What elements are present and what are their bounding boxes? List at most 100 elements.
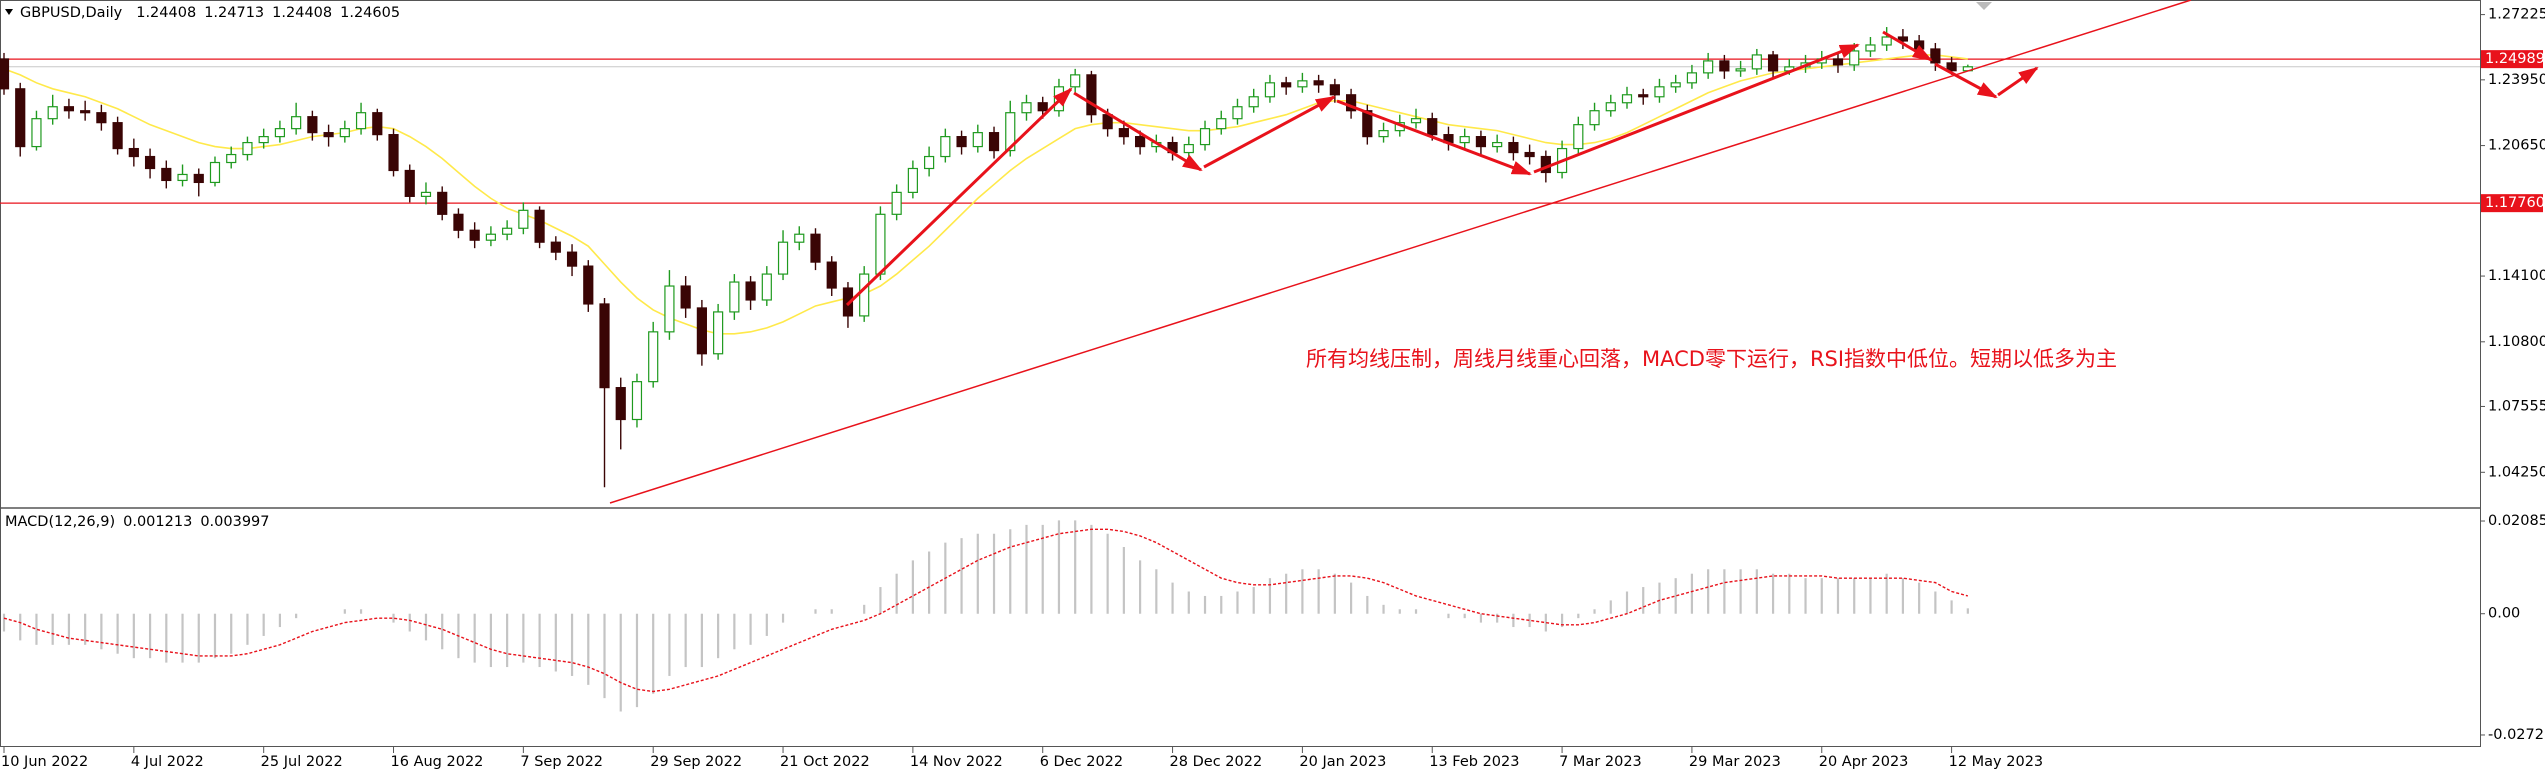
y-tick-label: 1.14100 xyxy=(2488,268,2545,284)
candle-body xyxy=(1329,84,1340,96)
candle-body xyxy=(1362,110,1373,138)
candle-body xyxy=(1492,141,1503,148)
candle-body xyxy=(1345,94,1357,112)
candle-body xyxy=(761,273,772,301)
candle-body xyxy=(1897,36,1909,42)
x-tick-label: 25 Jul 2022 xyxy=(261,754,343,770)
x-tick-label: 20 Apr 2023 xyxy=(1819,754,1909,770)
x-tick-label: 16 Aug 2022 xyxy=(391,754,484,770)
candle-body xyxy=(842,287,854,317)
candle-body xyxy=(1654,86,1665,98)
candle-body xyxy=(1427,118,1438,136)
candle-body xyxy=(1070,74,1081,88)
macd-signal-line xyxy=(3,528,1969,693)
candle-body xyxy=(1183,143,1194,154)
arrow xyxy=(1533,43,1860,174)
candle-body xyxy=(696,307,707,355)
plot-layer: 1.27225 1.23950 1.20650 1.14100 1.10800 1.075… xyxy=(0,7,2545,770)
candle-body xyxy=(518,209,529,229)
candle-body xyxy=(1605,102,1616,112)
y-tick-label: 0.00 xyxy=(2488,606,2520,622)
x-tick-label: 6 Dec 2022 xyxy=(1040,754,1123,770)
candle-body xyxy=(63,106,75,112)
candle-body xyxy=(664,285,675,333)
drawing-objects xyxy=(609,0,2192,504)
x-tick-label: 7 Mar 2023 xyxy=(1559,754,1642,770)
x-tick-label: 20 Jan 2023 xyxy=(1299,754,1386,770)
level-label-bg xyxy=(2481,50,2543,69)
candle-body xyxy=(1199,128,1211,146)
candle-body xyxy=(972,132,983,148)
candle-body xyxy=(161,167,172,182)
quote-close: 1.24605 xyxy=(340,5,400,21)
candle-body xyxy=(924,155,935,170)
candle-body xyxy=(777,241,789,275)
candle-body xyxy=(96,112,107,124)
candle-body xyxy=(258,136,269,144)
candle-body xyxy=(0,58,10,90)
candle-body xyxy=(680,285,691,309)
candle-body xyxy=(599,303,610,389)
candle-body xyxy=(875,213,886,275)
x-tick-label: 7 Sep 2022 xyxy=(520,754,603,770)
candle-body xyxy=(177,173,188,182)
x-tick-label: 12 May 2023 xyxy=(1949,754,2044,770)
candle-body xyxy=(1232,106,1243,120)
candle-body xyxy=(1930,48,1941,64)
macd-title: MACD(12,26,9) xyxy=(5,514,115,530)
candle-body xyxy=(1313,80,1324,86)
quote-low: 1.24408 xyxy=(272,5,332,21)
y-tick-label: 1.20650 xyxy=(2488,138,2545,154)
x-tick-label: 4 Jul 2022 xyxy=(131,754,204,770)
candle-body xyxy=(226,153,237,164)
level-label-bg xyxy=(2481,194,2543,213)
candle-body xyxy=(1703,60,1714,74)
candle-body xyxy=(307,116,318,134)
candle-body xyxy=(1881,36,1892,46)
candle-body xyxy=(15,88,26,148)
candle-body xyxy=(1767,54,1779,72)
candle-body xyxy=(437,191,448,215)
candle-body xyxy=(404,169,415,197)
candle-body xyxy=(907,167,918,193)
arrow xyxy=(1997,66,2039,97)
candle-body xyxy=(469,229,480,241)
candle-body xyxy=(1134,136,1146,148)
arrow xyxy=(1934,62,1998,99)
candle-body xyxy=(80,110,91,114)
candle-body xyxy=(988,132,1000,152)
x-tick-label: 29 Sep 2022 xyxy=(650,754,742,770)
candle-body xyxy=(420,191,432,197)
y-tick-label: 1.27225 xyxy=(2488,7,2545,23)
candle-body xyxy=(826,261,837,289)
candle-body xyxy=(144,155,156,170)
candle-body xyxy=(502,227,513,235)
arrow xyxy=(1882,30,1933,62)
candle-body xyxy=(453,213,464,231)
candle-body xyxy=(1378,130,1389,138)
annotation: 所有均线压制，周线月线重心回落，MACD零下运行，RSI指数中低位。短期以低多为… xyxy=(1306,347,2117,371)
candle-body xyxy=(1508,141,1519,154)
candle-body xyxy=(1573,124,1584,150)
x-tick-label: 21 Oct 2022 xyxy=(780,754,870,770)
menu-triangle xyxy=(5,9,13,15)
candle-body xyxy=(323,132,334,138)
candle-body xyxy=(355,112,367,130)
x-tick-label: 28 Dec 2022 xyxy=(1170,754,1263,770)
candle-body xyxy=(291,116,302,130)
candle-body xyxy=(550,241,561,253)
candle-body xyxy=(1735,68,1746,72)
candle-body xyxy=(242,141,253,156)
macd-signal: 0.003997 xyxy=(200,514,269,530)
arrow xyxy=(845,87,1073,307)
candle-body xyxy=(534,209,545,243)
candle-body xyxy=(631,381,643,421)
candle-body xyxy=(112,122,123,150)
candle-body xyxy=(1832,58,1844,66)
macd-main: 0.001213 xyxy=(123,514,192,530)
candle-body xyxy=(1475,136,1487,148)
level-label: 1.24989 xyxy=(2485,51,2545,67)
arrow xyxy=(1203,95,1336,169)
candle-body xyxy=(583,265,594,305)
candle-body xyxy=(810,233,821,263)
